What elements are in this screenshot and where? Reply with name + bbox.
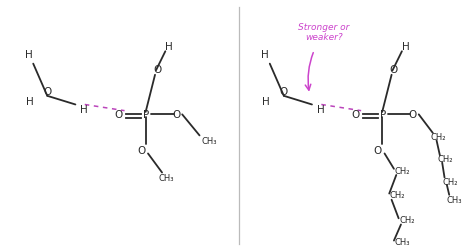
Text: O: O	[114, 110, 123, 120]
Text: O: O	[374, 146, 382, 156]
Text: O: O	[409, 110, 417, 120]
Text: O: O	[43, 86, 51, 97]
Text: P: P	[380, 110, 386, 120]
Text: CH₂: CH₂	[395, 166, 410, 175]
Text: H: H	[261, 50, 269, 59]
Text: CH₃: CH₃	[446, 196, 462, 204]
Text: CH₃: CH₃	[159, 173, 174, 182]
Text: CH₃: CH₃	[395, 237, 410, 246]
Text: H: H	[26, 96, 33, 106]
Text: H: H	[25, 50, 32, 59]
Text: H: H	[80, 105, 88, 115]
Text: O: O	[351, 110, 359, 120]
Text: CH₃: CH₃	[201, 136, 217, 145]
Text: O: O	[138, 146, 146, 156]
Text: O: O	[172, 110, 180, 120]
Text: P: P	[144, 110, 150, 120]
Text: O: O	[390, 64, 398, 74]
Text: CH₂: CH₂	[431, 133, 446, 142]
Text: H: H	[262, 96, 270, 106]
Text: H: H	[165, 42, 173, 52]
Text: Stronger or
weaker?: Stronger or weaker?	[298, 23, 349, 42]
Text: H: H	[402, 42, 410, 52]
Text: CH₂: CH₂	[399, 215, 415, 224]
Text: CH₂: CH₂	[438, 155, 453, 164]
Text: CH₂: CH₂	[442, 177, 458, 186]
Text: O: O	[153, 64, 162, 74]
Text: O: O	[280, 86, 288, 97]
Text: H: H	[317, 105, 324, 115]
Text: CH₂: CH₂	[390, 191, 405, 200]
